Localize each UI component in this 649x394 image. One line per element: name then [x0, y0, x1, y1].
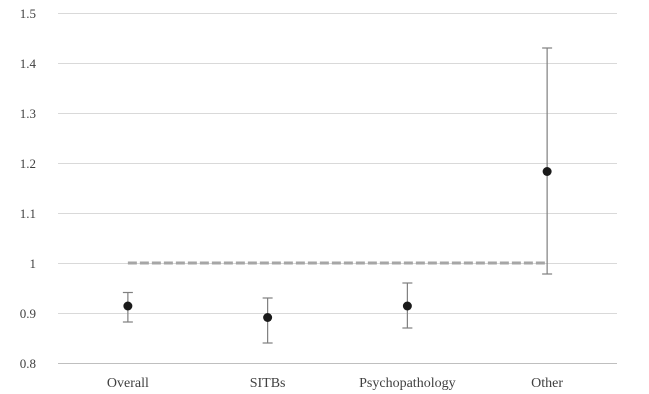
y-tick-label: 1.4	[20, 56, 37, 71]
data-points	[123, 167, 552, 322]
x-category-label: Overall	[107, 376, 149, 391]
x-axis-category-labels: Overall SITBs Psychopathology Other	[107, 376, 564, 391]
x-category-label: Other	[531, 376, 563, 391]
gridlines	[58, 13, 617, 364]
y-tick-label: 1	[30, 256, 37, 271]
data-point	[123, 301, 133, 311]
y-tick-label: 1.5	[20, 6, 36, 21]
data-point	[542, 167, 552, 176]
data-point	[263, 313, 273, 322]
data-point	[402, 301, 412, 311]
y-tick-label: 0.8	[20, 356, 36, 371]
y-tick-label: 1.1	[20, 206, 36, 221]
x-category-label: SITBs	[250, 376, 286, 391]
x-category-label: Psychopathology	[359, 376, 455, 391]
y-tick-label: 0.9	[20, 306, 36, 321]
y-tick-label: 1.3	[20, 106, 36, 121]
y-tick-label: 1.2	[20, 156, 36, 171]
y-axis-tick-labels: 0.8 0.9 1 1.1 1.2 1.3 1.4 1.5	[20, 6, 37, 371]
error-bars	[122, 47, 553, 344]
